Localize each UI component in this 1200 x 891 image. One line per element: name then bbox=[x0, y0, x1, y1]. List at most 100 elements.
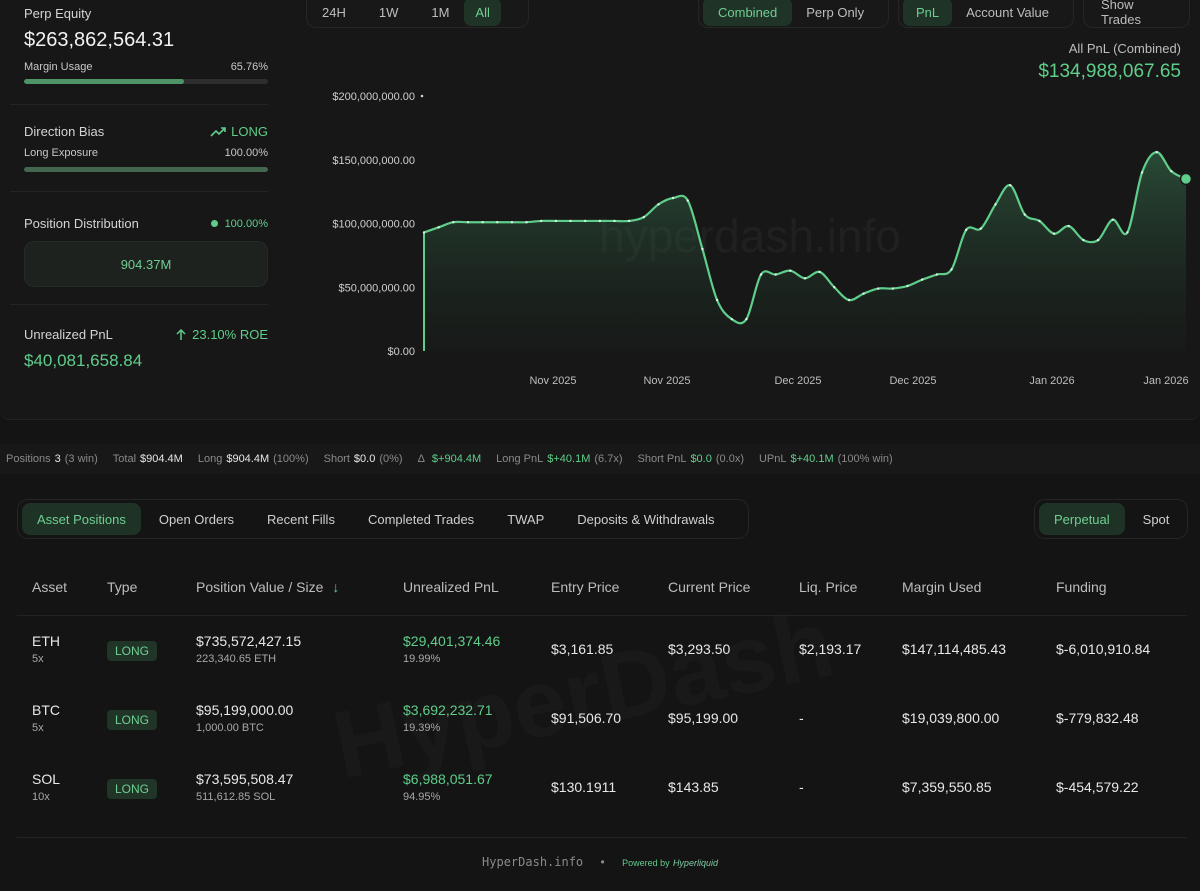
tab-open-orders[interactable]: Open Orders bbox=[158, 511, 235, 527]
data-point bbox=[789, 269, 792, 272]
trending-up-icon bbox=[210, 126, 226, 137]
tab-deposits-withdrawals[interactable]: Deposits & Withdrawals bbox=[577, 511, 715, 527]
stat-positions-label: Positions bbox=[6, 453, 51, 465]
range-1w[interactable]: 1W bbox=[378, 4, 399, 20]
data-point bbox=[1126, 231, 1129, 234]
asset-cell: BTC 5x bbox=[32, 702, 60, 734]
funding: $-779,832.48 bbox=[1056, 710, 1139, 726]
range-24h[interactable]: 24H bbox=[322, 4, 346, 20]
entry-price: $130.1911 bbox=[551, 779, 617, 795]
divider bbox=[10, 304, 268, 305]
footer-powered-label: Powered by bbox=[622, 858, 670, 868]
tab-twap[interactable]: TWAP bbox=[507, 511, 545, 527]
range-toggle: 24H 1W 1M All bbox=[306, 0, 529, 28]
tab-spot[interactable]: Spot bbox=[1142, 511, 1170, 527]
tab-recent-fills[interactable]: Recent Fills bbox=[267, 511, 335, 527]
stat-long-note: (100%) bbox=[273, 453, 309, 465]
table-row[interactable]: ETH 5x LONG $735,572,427.15 223,340.65 ETH $2… bbox=[17, 629, 1187, 698]
data-point bbox=[701, 247, 704, 251]
asset-cell: SOL 10x bbox=[32, 771, 60, 803]
tab-perpetual[interactable]: Perpetual bbox=[1039, 503, 1125, 535]
direction-bias-section: Direction Bias LONG Long Exposure 100.00… bbox=[24, 124, 268, 172]
margin-usage-fill bbox=[24, 79, 185, 84]
data-point bbox=[1008, 184, 1012, 187]
footer-separator: • bbox=[600, 855, 605, 869]
asset-name: SOL bbox=[32, 771, 61, 787]
range-all[interactable]: All bbox=[464, 0, 501, 26]
col-liq-price[interactable]: Liq. Price bbox=[799, 579, 858, 595]
col-funding[interactable]: Funding bbox=[1056, 579, 1107, 595]
mode-perp-only[interactable]: Perp Only bbox=[806, 4, 865, 20]
liq-price: - bbox=[799, 710, 804, 726]
pnl-chart[interactable]: $0.00 $50,000,000.00 $100,000,000.00 $150,0… bbox=[300, 0, 1200, 400]
position-distribution-bar[interactable]: 904.37M bbox=[24, 241, 268, 287]
data-point bbox=[950, 268, 953, 271]
unrealized-pnl-roe: 23.10% ROE bbox=[192, 327, 268, 342]
col-current-price[interactable]: Current Price bbox=[668, 579, 751, 595]
tab-completed-trades[interactable]: Completed Trades bbox=[367, 511, 475, 527]
data-point bbox=[569, 219, 572, 223]
metric-pnl[interactable]: PnL bbox=[903, 0, 953, 26]
type-cell: LONG bbox=[107, 641, 158, 661]
positions-stats-bar: Positions 3 (3 win) Total $904.4M Long $904.… bbox=[0, 444, 1200, 474]
data-point bbox=[818, 270, 821, 274]
axis-marker bbox=[420, 94, 424, 98]
stat-short-value: $0.0 bbox=[353, 453, 376, 465]
chart-header-label: All PnL (Combined) bbox=[1068, 41, 1181, 56]
data-point bbox=[906, 284, 909, 288]
pnl-area-fill bbox=[424, 152, 1186, 351]
dot-icon bbox=[210, 220, 218, 227]
margin-usage-value: 65.76% bbox=[230, 61, 268, 73]
pnl-cell: $29,401,374.46 19.99% bbox=[403, 633, 500, 665]
data-point bbox=[1038, 219, 1041, 223]
long-exposure-bar bbox=[24, 167, 268, 172]
col-position-value[interactable]: Position Value / Size ↓ bbox=[196, 579, 339, 595]
unrealized-pnl-label: Unrealized PnL bbox=[24, 327, 113, 342]
asset-leverage: 5x bbox=[32, 653, 44, 665]
entry-price: $91,506.70 bbox=[551, 710, 622, 726]
y-tick-label: $0.00 bbox=[387, 346, 415, 358]
table-row[interactable]: BTC 5x LONG $95,199,000.00 1,000.00 BTC $3,69… bbox=[17, 698, 1187, 767]
stat-total-label: Total bbox=[112, 453, 137, 465]
positions-tabs: Asset Positions Open Orders Recent Fills… bbox=[17, 499, 749, 539]
stat-long-label: Long bbox=[197, 453, 223, 465]
side-badge: LONG bbox=[107, 641, 158, 661]
liq-price: $2,193.17 bbox=[799, 641, 862, 657]
footer-brand[interactable]: Hyperliquid bbox=[672, 858, 718, 868]
data-point bbox=[1023, 213, 1027, 216]
position-value-cell: $95,199,000.00 1,000.00 BTC bbox=[196, 702, 293, 734]
data-point bbox=[1067, 224, 1070, 228]
data-point bbox=[730, 317, 733, 321]
col-type[interactable]: Type bbox=[107, 579, 138, 595]
data-point bbox=[613, 219, 616, 223]
position-size: 223,340.65 ETH bbox=[196, 653, 277, 665]
unrealized-pnl-section: Unrealized PnL 23.10% ROE $40,081,658.84 bbox=[24, 327, 268, 371]
position-size: 511,612.85 SOL bbox=[196, 791, 276, 803]
range-1m[interactable]: 1M bbox=[431, 4, 450, 20]
pnl-percent: 94.95% bbox=[403, 791, 441, 803]
data-point bbox=[1052, 232, 1056, 235]
data-point bbox=[1096, 238, 1100, 242]
col-entry-price[interactable]: Entry Price bbox=[551, 579, 620, 595]
tab-asset-positions[interactable]: Asset Positions bbox=[22, 503, 141, 535]
data-point bbox=[1170, 170, 1173, 173]
col-asset[interactable]: Asset bbox=[32, 579, 68, 595]
data-point bbox=[774, 273, 777, 276]
mode-combined[interactable]: Combined bbox=[703, 0, 793, 26]
col-margin-used[interactable]: Margin Used bbox=[902, 579, 982, 595]
data-point bbox=[583, 219, 587, 223]
footer-site[interactable]: HyperDash.info bbox=[482, 855, 584, 869]
position-distribution-section: Position Distribution 100.00% bbox=[24, 216, 268, 296]
table-row[interactable]: SOL 10x LONG $73,595,508.47 511,612.85 SOL $6… bbox=[17, 767, 1187, 836]
position-distribution-pct: 100.00% bbox=[224, 217, 268, 230]
col-unrealized-pnl[interactable]: Unrealized PnL bbox=[403, 579, 499, 595]
show-trades-button[interactable]: Show Trades bbox=[1101, 0, 1141, 27]
position-distribution-amount: 904.37M bbox=[120, 256, 172, 272]
data-point bbox=[496, 221, 499, 224]
data-point bbox=[1111, 218, 1114, 221]
x-tick-label: Nov 2025 bbox=[643, 375, 690, 387]
metric-account-value[interactable]: Account Value bbox=[966, 4, 1050, 20]
current-price: $3,293.50 bbox=[668, 641, 731, 657]
current-value-point[interactable] bbox=[1179, 172, 1193, 186]
data-point bbox=[935, 273, 939, 276]
